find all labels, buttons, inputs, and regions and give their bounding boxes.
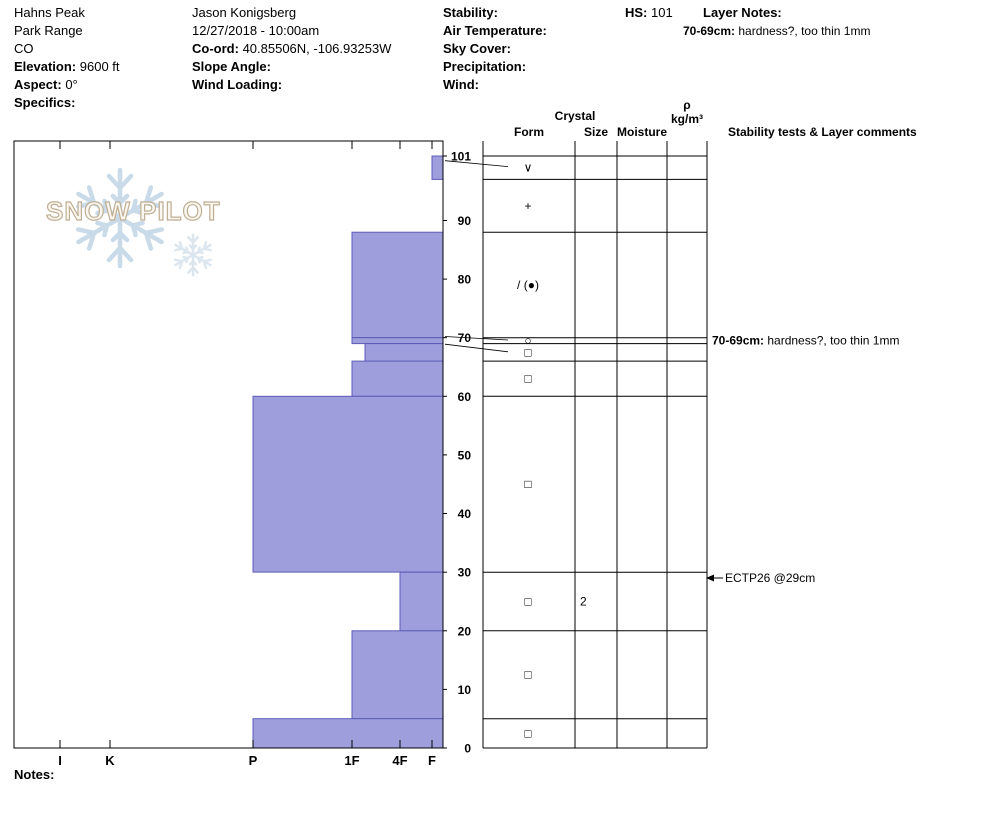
hardness-axis-label-I: I (58, 753, 62, 768)
layer-notes-block: Layer Notes: 70-69cm: hardness?, too thi… (683, 4, 870, 40)
notes-label: Notes: (14, 767, 55, 782)
site-info: Hahns Peak Park Range CO Elevation: 9600… (14, 4, 120, 112)
hardness-axis-label-F: F (428, 753, 436, 768)
watermark-text: SNOW PILOT (45, 195, 221, 226)
layer-note-text: hardness?, too thin 1mm (735, 24, 871, 38)
layer-comment-depth-range: 70-69cm: (712, 334, 764, 348)
depth-label-70: 70 (458, 331, 472, 345)
hardness-bar-69-66cm (364, 343, 444, 362)
hardness-bar-20-5cm (351, 630, 444, 720)
crystal-form-88-70cm: / (●) (517, 278, 539, 292)
crystal-form-70-69cm: ○ (524, 334, 531, 348)
stability-test-arrowhead-0 (706, 574, 714, 582)
leader-line-2 (444, 343, 509, 353)
site-name: Hahns Peak (14, 5, 85, 20)
depth-label-60: 60 (458, 390, 472, 404)
sky-cover-label: Sky Cover: (443, 41, 511, 56)
depth-label-10: 10 (458, 683, 472, 697)
crystal-form-69-66cm: □ (524, 345, 531, 359)
slope-angle-label: Slope Angle: (192, 59, 271, 74)
form-column-header: Form (514, 125, 544, 139)
coord-label: Co-ord: (192, 41, 239, 56)
moisture-column-header: Moisture (617, 125, 668, 139)
rho-symbol: ρ (683, 98, 691, 112)
layer-note-line: 70-69cm: hardness?, too thin 1mm (683, 22, 870, 40)
hardness-bar-30-20cm (399, 571, 444, 632)
hs-label: HS: (625, 5, 648, 20)
weather-info: Stability: Air Temperature: Sky Cover: P… (443, 4, 547, 94)
depth-label-90: 90 (458, 214, 472, 228)
wind-label: Wind: (443, 77, 479, 92)
specifics-label: Specifics: (14, 95, 76, 110)
hardness-axis-label-1F: 1F (344, 753, 359, 768)
coord-value: 40.85506N, -106.93253W (242, 41, 392, 56)
size-column-header: Size (583, 125, 608, 139)
plot-frame (13, 140, 444, 749)
crystal-form-97-88cm: + (524, 199, 531, 213)
aspect-label: Aspect: (14, 77, 62, 92)
hardness-axis-label-K: K (105, 753, 115, 768)
depth-label-50: 50 (458, 448, 472, 462)
wind-loading-label: Wind Loading: (192, 77, 283, 92)
observer-info: Jason Konigsberg 12/27/2018 - 10:00am Co… (192, 4, 391, 94)
hardness-bar-70-69cm (351, 337, 444, 345)
hardness-axis-label-4F: 4F (392, 753, 407, 768)
watermark: SNOW PILOT (40, 160, 250, 285)
hardness-axis-label-P: P (249, 753, 258, 768)
leader-line-1 (444, 336, 509, 341)
rho-units: kg/m³ (670, 112, 703, 126)
precipitation-label: Precipitation: (443, 59, 527, 74)
crystal-form-30-20cm: □ (524, 595, 531, 609)
layer-comment-70-69cm: 70-69cm: hardness?, too thin 1mm (712, 334, 899, 348)
hardness-bar-5-0cm (252, 718, 444, 749)
crystal-group-header: Crystal (554, 109, 596, 123)
site-range: Park Range (14, 23, 83, 38)
coordinates-row: Co-ord: 40.85506N, -106.93253W (192, 40, 391, 58)
depth-label-101: 101 (451, 150, 471, 164)
crystal-form-5-0cm: □ (524, 726, 531, 740)
comments-column-header: Stability tests & Layer comments (728, 125, 917, 139)
aspect-value: 0° (65, 77, 78, 92)
layer-comment-body: hardness?, too thin 1mm (764, 334, 899, 348)
crystal-form-20-5cm: □ (524, 668, 531, 682)
density-column-header: ρ kg/m³ (667, 98, 707, 126)
air-temperature-label: Air Temperature: (443, 23, 547, 38)
stability-test-label-0: ECTP26 @29cm (725, 571, 815, 585)
hardness-bar-101-97cm (431, 155, 444, 180)
stability-label: Stability: (443, 5, 498, 20)
depth-label-80: 80 (458, 273, 472, 287)
hardness-bar-60-30cm (252, 395, 444, 573)
hs-field: HS: 101 (625, 4, 673, 22)
crystal-form-60-30cm: □ (524, 477, 531, 491)
depth-label-30: 30 (458, 566, 472, 580)
observer-name: Jason Konigsberg (192, 5, 297, 20)
site-elevation-row: Elevation: 9600 ft (14, 58, 120, 76)
site-state: CO (14, 41, 34, 56)
site-aspect-row: Aspect: 0° (14, 76, 120, 94)
layer-notes-label: Layer Notes: (703, 5, 782, 20)
leader-line-0 (444, 160, 509, 167)
hs-value: 101 (651, 5, 673, 20)
elevation-label: Elevation: (14, 59, 77, 74)
hardness-bar-88-70cm (351, 231, 444, 339)
layer-note-depth-range: 70-69cm: (683, 24, 736, 38)
depth-label-40: 40 (458, 507, 472, 521)
observation-datetime: 12/27/2018 - 10:00am (192, 23, 320, 38)
elevation-value: 9600 ft (79, 59, 120, 74)
depth-label-20: 20 (458, 624, 472, 638)
depth-label-0: 0 (464, 742, 471, 756)
crystal-form-66-60cm: □ (524, 372, 531, 386)
crystal-size-30-20cm: 2 (580, 595, 587, 609)
crystal-form-101-97cm: ∨ (524, 161, 533, 175)
hardness-bar-66-60cm (351, 360, 444, 397)
